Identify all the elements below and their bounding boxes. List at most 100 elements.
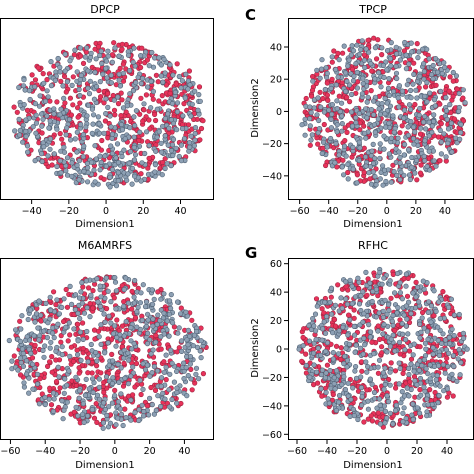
point-series-1	[414, 157, 420, 164]
point-series-1	[336, 152, 342, 158]
point-series-1	[446, 304, 452, 310]
point-series-1	[72, 136, 78, 142]
point-series-0	[44, 76, 50, 83]
point-series-0	[392, 328, 398, 334]
point-series-1	[178, 85, 184, 91]
point-series-1	[360, 75, 366, 81]
point-series-1	[426, 148, 432, 154]
point-series-1	[61, 149, 68, 155]
point-series-1	[446, 335, 452, 341]
point-series-1	[156, 55, 162, 61]
point-series-1	[458, 360, 464, 366]
point-series-1	[77, 76, 83, 83]
point-series-1	[449, 371, 455, 377]
point-series-1	[150, 323, 156, 329]
point-series-1	[42, 343, 48, 349]
point-series-0	[152, 111, 158, 117]
point-series-0	[365, 276, 371, 282]
point-series-1	[129, 165, 135, 171]
point-series-1	[422, 93, 428, 99]
point-series-1	[43, 300, 49, 307]
point-series-0	[200, 118, 206, 124]
point-series-1	[390, 88, 397, 95]
point-series-0	[58, 339, 64, 345]
point-series-0	[68, 112, 74, 118]
point-series-0	[65, 338, 71, 344]
point-series-0	[83, 49, 89, 55]
point-series-1	[103, 275, 109, 281]
point-series-1	[94, 276, 100, 282]
x-tick-label: 20	[411, 446, 423, 457]
point-series-1	[170, 136, 177, 142]
point-series-1	[322, 375, 329, 381]
point-series-1	[394, 75, 400, 82]
panel-title: DPCP	[90, 3, 120, 16]
point-series-1	[47, 118, 53, 124]
point-series-1	[181, 136, 188, 142]
point-series-1	[59, 304, 65, 311]
point-series-1	[409, 164, 415, 170]
point-series-0	[178, 400, 184, 407]
point-series-1	[313, 337, 319, 343]
point-series-1	[120, 422, 126, 429]
point-series-1	[77, 315, 83, 322]
point-series-1	[373, 314, 379, 320]
point-series-1	[135, 74, 141, 80]
point-series-1	[402, 39, 408, 46]
point-series-1	[146, 63, 152, 69]
point-series-1	[370, 160, 377, 166]
point-series-1	[373, 286, 380, 292]
point-series-1	[371, 112, 377, 118]
point-series-1	[108, 124, 114, 130]
point-series-1	[329, 101, 336, 108]
point-series-0	[356, 286, 362, 292]
point-series-1	[111, 323, 118, 329]
point-series-1	[36, 337, 42, 343]
point-series-1	[137, 300, 143, 306]
point-series-1	[419, 363, 425, 369]
point-series-1	[359, 394, 365, 400]
point-series-1	[320, 326, 326, 332]
point-series-1	[61, 390, 67, 396]
point-series-0	[63, 89, 69, 95]
point-series-1	[410, 81, 416, 87]
point-series-1	[41, 328, 47, 334]
point-series-1	[377, 176, 383, 182]
point-series-1	[424, 396, 430, 402]
point-series-1	[145, 330, 151, 337]
point-series-0	[11, 353, 17, 359]
point-series-1	[408, 118, 414, 125]
point-series-1	[84, 305, 90, 311]
point-series-0	[24, 107, 31, 113]
point-series-1	[136, 407, 142, 413]
point-series-0	[188, 366, 194, 373]
point-series-1	[80, 336, 86, 343]
point-series-1	[92, 179, 98, 185]
point-series-0	[39, 130, 45, 136]
point-series-1	[427, 376, 433, 382]
point-series-1	[144, 129, 150, 135]
point-series-1	[25, 149, 31, 155]
point-series-1	[160, 79, 166, 85]
point-series-1	[55, 364, 61, 370]
point-series-1	[21, 101, 27, 108]
point-series-1	[191, 143, 197, 149]
point-series-0	[413, 279, 419, 286]
point-series-1	[102, 406, 108, 413]
point-series-1	[412, 378, 418, 384]
point-series-1	[69, 173, 75, 179]
point-series-1	[460, 87, 466, 93]
y-tick-label: −20	[262, 139, 282, 150]
point-series-1	[399, 296, 406, 302]
point-series-0	[431, 313, 437, 319]
point-series-1	[107, 420, 113, 426]
point-series-1	[168, 117, 174, 123]
point-series-0	[93, 401, 99, 407]
point-series-1	[397, 57, 404, 63]
point-series-0	[70, 74, 76, 80]
point-series-0	[144, 403, 150, 409]
point-series-1	[435, 324, 441, 330]
point-series-0	[70, 358, 77, 365]
point-series-1	[381, 403, 388, 409]
point-series-1	[85, 359, 91, 365]
